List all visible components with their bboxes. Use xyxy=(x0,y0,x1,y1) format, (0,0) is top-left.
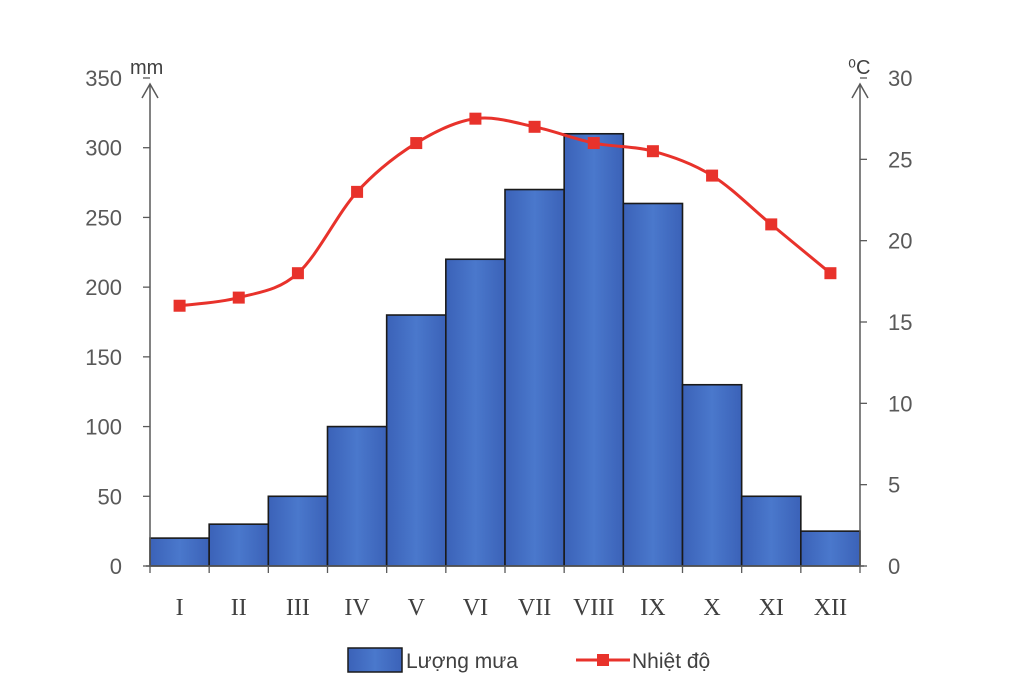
bar-VII xyxy=(504,188,565,567)
x-tick-label: II xyxy=(231,595,247,621)
temperature-point-IX xyxy=(646,145,659,158)
right-tick-label: 30 xyxy=(888,66,912,91)
left-tick-label: 50 xyxy=(98,484,122,509)
x-tick-label: IX xyxy=(640,595,665,621)
legend-swatch-rainfall xyxy=(347,647,403,673)
right-tick-label: 25 xyxy=(888,147,912,172)
bar-II xyxy=(208,523,270,567)
bar-I xyxy=(149,537,210,567)
temperature-point-VII xyxy=(528,120,541,133)
x-tick-label: VII xyxy=(518,595,551,621)
left-tick-label: 200 xyxy=(85,275,122,300)
legend-marker-temperature xyxy=(597,654,609,666)
legend-label-temperature: Nhiệt độ xyxy=(632,650,710,673)
legend-label-rainfall: Lượng mưa xyxy=(406,650,518,673)
temperature-point-I xyxy=(173,299,186,312)
legend: Lượng mưa Nhiệt độ xyxy=(347,647,710,673)
temperature-line xyxy=(173,112,837,312)
bar-VIII xyxy=(563,132,625,567)
left-tick-label: 250 xyxy=(85,205,122,230)
temperature-point-II xyxy=(232,291,245,304)
left-tick-label: 100 xyxy=(85,415,122,440)
left-axis-unit: mm xyxy=(130,57,163,79)
bar-VI xyxy=(445,258,506,567)
x-tick-label: I xyxy=(176,595,184,621)
temperature-point-IV xyxy=(351,185,364,198)
rainfall-bars xyxy=(149,132,861,567)
temperature-point-XII xyxy=(824,267,837,280)
x-tick-label: IV xyxy=(344,595,370,621)
x-tick-label: VI xyxy=(463,595,488,621)
left-axis-arrow xyxy=(141,82,159,99)
bar-IV xyxy=(326,425,388,567)
right-tick-label: 10 xyxy=(888,391,912,416)
x-tick-label: III xyxy=(286,595,310,621)
temperature-point-VI xyxy=(469,112,482,125)
temperature-point-VIII xyxy=(587,137,600,150)
bar-III xyxy=(267,495,329,567)
x-tick-label: X xyxy=(703,595,720,621)
x-tick-label: V xyxy=(408,595,426,621)
right-tick-label: 0 xyxy=(888,554,900,579)
right-tick-label: 5 xyxy=(888,473,900,498)
left-tick-label: 350 xyxy=(85,66,122,91)
temperature-point-XI xyxy=(765,218,778,231)
temperature-point-V xyxy=(410,137,423,150)
bar-V xyxy=(385,314,447,567)
x-tick-label: VIII xyxy=(573,595,614,621)
temperature-point-X xyxy=(706,169,719,182)
x-tick-label: XI xyxy=(759,595,784,621)
bar-XI xyxy=(740,495,802,567)
right-axis-arrow xyxy=(851,82,869,99)
right-axis-unit: ⁰C xyxy=(848,57,870,79)
temperature-point-III xyxy=(291,267,304,280)
right-tick-label: 15 xyxy=(888,310,912,335)
axes xyxy=(141,77,869,573)
x-tick-label: XII xyxy=(814,595,847,621)
left-tick-label: 150 xyxy=(85,345,122,370)
right-tick-label: 20 xyxy=(888,229,912,254)
bar-IX xyxy=(622,202,684,567)
bar-XII xyxy=(800,530,861,567)
bar-X xyxy=(681,383,743,567)
left-tick-label: 300 xyxy=(85,136,122,161)
left-tick-label: 0 xyxy=(110,554,122,579)
